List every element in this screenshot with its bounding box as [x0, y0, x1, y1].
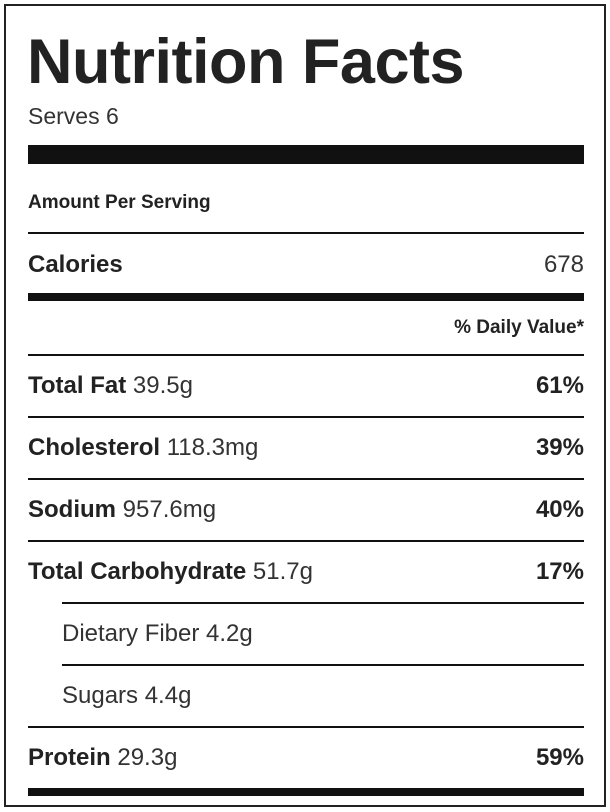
nutrient-cholesterol: Cholesterol 118.3mg [28, 433, 258, 463]
nutrient-dv: 61% [535, 372, 584, 399]
divider [28, 416, 584, 418]
thick-divider-calories [28, 293, 584, 301]
nutrient-dv: 17% [535, 558, 584, 585]
label-title: Nutrition Facts [27, 27, 465, 97]
servings-text: Serves 6 [28, 103, 119, 129]
calories-value: 678 [543, 251, 584, 278]
divider [28, 232, 584, 234]
nutrient-total-fat: Total Fat 39.5g [28, 371, 193, 401]
nutrition-label [4, 4, 606, 807]
divider [28, 354, 584, 356]
sub-nutrient-sugars: Sugars 4.4g [62, 682, 192, 709]
nutrient-name: Total Fat [28, 372, 127, 399]
thick-divider-bottom [28, 788, 584, 796]
nutrient-dv: 40% [535, 496, 584, 523]
nutrient-amount: 39.5g [132, 372, 193, 399]
nutrient-protein: Protein 29.3g [28, 743, 177, 773]
divider-indented [62, 602, 584, 604]
nutrient-amount: 51.7g [252, 558, 313, 585]
calories-label: Calories [28, 251, 123, 278]
thick-divider-top [28, 145, 584, 164]
nutrient-name: Total Carbohydrate [28, 558, 247, 585]
divider [28, 540, 584, 542]
nutrient-dv: 59% [535, 744, 584, 771]
amount-per-serving: Amount Per Serving [28, 192, 211, 213]
nutrient-amount: 29.3g [117, 744, 178, 771]
nutrient-amount: 957.6mg [122, 496, 217, 523]
nutrient-sodium: Sodium 957.6mg [28, 495, 216, 525]
divider-indented [62, 664, 584, 666]
divider [28, 726, 584, 728]
divider [28, 478, 584, 480]
nutrient-name: Sodium [28, 496, 116, 523]
sub-nutrient-dietary-fiber: Dietary Fiber 4.2g [62, 620, 253, 647]
nutrient-name: Cholesterol [28, 434, 161, 461]
nutrient-total-carbohydrate: Total Carbohydrate 51.7g [28, 557, 313, 587]
nutrient-dv: 39% [535, 434, 584, 461]
nutrient-amount: 118.3mg [166, 434, 259, 461]
nutrient-name: Protein [28, 744, 111, 771]
daily-value-header: % Daily Value* [454, 317, 584, 338]
